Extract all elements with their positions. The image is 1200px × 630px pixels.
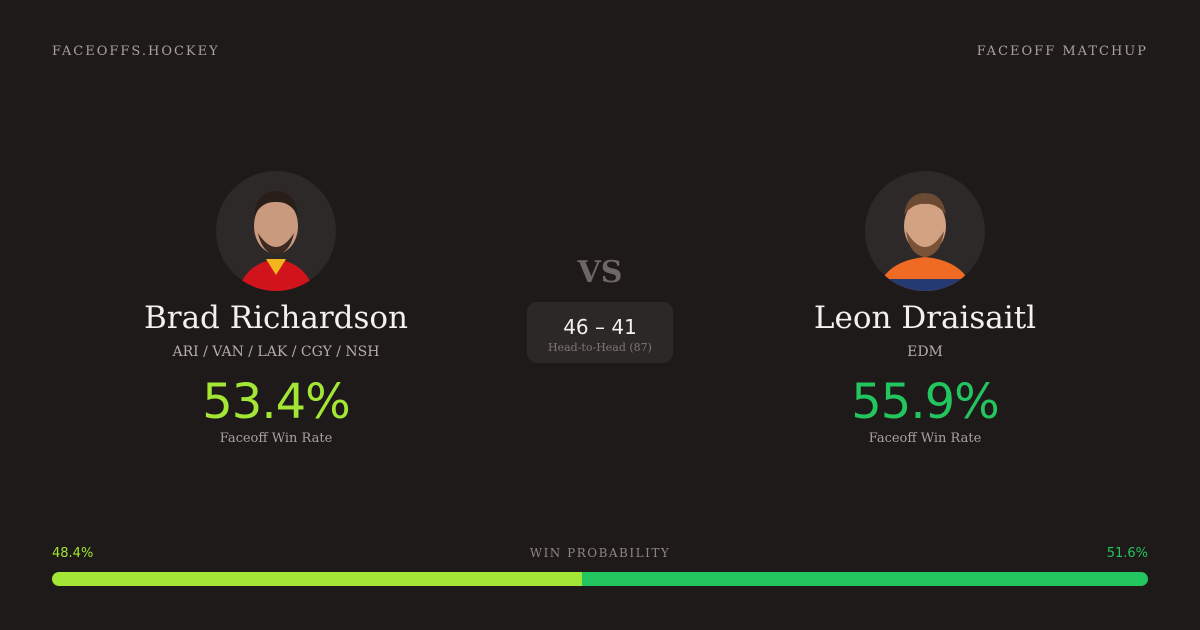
header-label: FACEOFF MATCHUP [976,44,1148,59]
win-rate-label: Faceoff Win Rate [868,431,982,446]
player-name: Leon Draisaitl [813,300,1037,336]
avatar-art [877,193,973,291]
versus: VS [577,255,623,290]
h2h-label: Head-to-Head (87) [548,341,652,354]
player-teams: EDM [907,344,943,360]
avatar-art [238,191,314,291]
brand: FACEOFFS.HOCKEY [52,44,220,59]
avatar [865,171,985,291]
win-rate: 53.4% [202,374,350,430]
right-probability: 51.6% [1106,546,1148,561]
probability-segment [52,572,583,586]
probability-label: WIN PROBABILITY [529,546,671,560]
win-rate: 55.9% [851,374,999,430]
win-rate-label: Faceoff Win Rate [219,431,333,446]
probability-bar [52,572,1148,586]
player-teams: ARI / VAN / LAK / CGY / NSH [172,344,380,360]
h2h-score: 46 – 41 [563,315,637,339]
probability-segment [582,572,1148,586]
player-name: Brad Richardson [143,300,409,336]
head-to-head: 46 – 41 Head-to-Head (87) [527,302,673,363]
avatar [216,171,336,291]
left-probability: 48.4% [52,546,94,561]
